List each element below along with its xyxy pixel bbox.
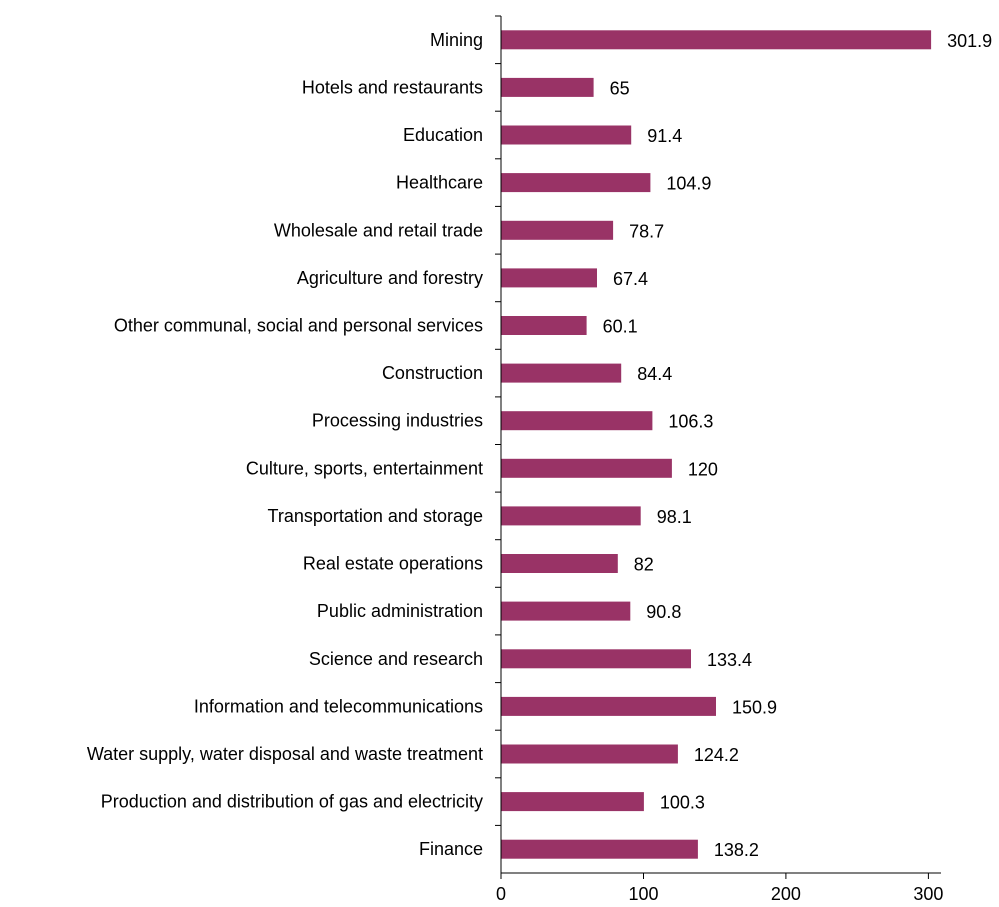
category-label: Public administration bbox=[317, 601, 483, 621]
bar-16 bbox=[501, 792, 644, 812]
category-label: Hotels and restaurants bbox=[302, 77, 483, 97]
value-label: 91.4 bbox=[647, 126, 682, 146]
bar-4 bbox=[501, 220, 614, 240]
category-label: Agriculture and forestry bbox=[297, 268, 483, 288]
value-label: 106.3 bbox=[668, 412, 713, 432]
category-label: Processing industries bbox=[312, 411, 483, 431]
bar-10 bbox=[501, 506, 641, 526]
category-label: Production and distribution of gas and e… bbox=[101, 792, 483, 812]
value-label: 104.9 bbox=[666, 174, 711, 194]
category-label: Transportation and storage bbox=[268, 506, 483, 526]
bar-8 bbox=[501, 411, 653, 431]
bar-17 bbox=[501, 839, 698, 859]
category-label: Culture, sports, entertainment bbox=[246, 458, 483, 478]
value-label: 78.7 bbox=[629, 221, 664, 241]
x-tick-label: 300 bbox=[913, 884, 943, 904]
value-label: 67.4 bbox=[613, 269, 648, 289]
axes: 0 100 200 300 bbox=[495, 15, 943, 904]
bar-6 bbox=[501, 316, 587, 335]
category-label: Water supply, water disposal and waste t… bbox=[87, 744, 483, 764]
value-label: 60.1 bbox=[603, 317, 638, 337]
bar-15 bbox=[501, 744, 678, 764]
value-label: 301.9 bbox=[947, 31, 992, 51]
bar-7 bbox=[501, 363, 622, 383]
x-tick-label: 200 bbox=[771, 884, 801, 904]
value-label: 124.2 bbox=[694, 745, 739, 765]
value-label: 84.4 bbox=[637, 364, 672, 384]
category-label: Mining bbox=[430, 30, 483, 50]
bars-group bbox=[501, 30, 932, 859]
value-label: 120 bbox=[688, 459, 718, 479]
bar-11 bbox=[501, 554, 618, 573]
value-label: 65 bbox=[610, 78, 630, 98]
bar-14 bbox=[501, 696, 716, 716]
category-label: Real estate operations bbox=[303, 554, 483, 574]
value-label: 138.2 bbox=[714, 840, 759, 860]
value-label: 90.8 bbox=[646, 602, 681, 622]
category-label: Healthcare bbox=[396, 173, 483, 193]
value-labels: 301.9 65 91.4 104.9 78.7 67.4 60.1 84.4 106.3 120… bbox=[603, 31, 993, 860]
category-label: Other communal, social and personal serv… bbox=[114, 316, 483, 336]
value-label: 82 bbox=[634, 555, 654, 575]
category-label: Construction bbox=[382, 363, 483, 383]
bar-1 bbox=[501, 77, 594, 97]
x-tick-label: 0 bbox=[496, 884, 506, 904]
category-label: Wholesale and retail trade bbox=[274, 220, 483, 240]
value-label: 133.4 bbox=[707, 650, 752, 670]
value-label: 150.9 bbox=[732, 697, 777, 717]
bar-9 bbox=[501, 458, 672, 478]
category-label: Information and telecommunications bbox=[194, 696, 483, 716]
category-labels: Mining Hotels and restaurants Education Hea… bbox=[87, 30, 483, 859]
value-label: 98.1 bbox=[657, 507, 692, 527]
bar-5 bbox=[501, 268, 597, 288]
category-label: Education bbox=[403, 125, 483, 145]
bar-0 bbox=[501, 30, 932, 50]
bar-3 bbox=[501, 173, 651, 193]
bar-13 bbox=[501, 649, 691, 669]
x-tick-label: 100 bbox=[628, 884, 658, 904]
bar-2 bbox=[501, 125, 632, 145]
category-label: Finance bbox=[419, 839, 483, 859]
value-label: 100.3 bbox=[660, 793, 705, 813]
category-label: Science and research bbox=[309, 649, 483, 669]
bar-12 bbox=[501, 601, 631, 621]
